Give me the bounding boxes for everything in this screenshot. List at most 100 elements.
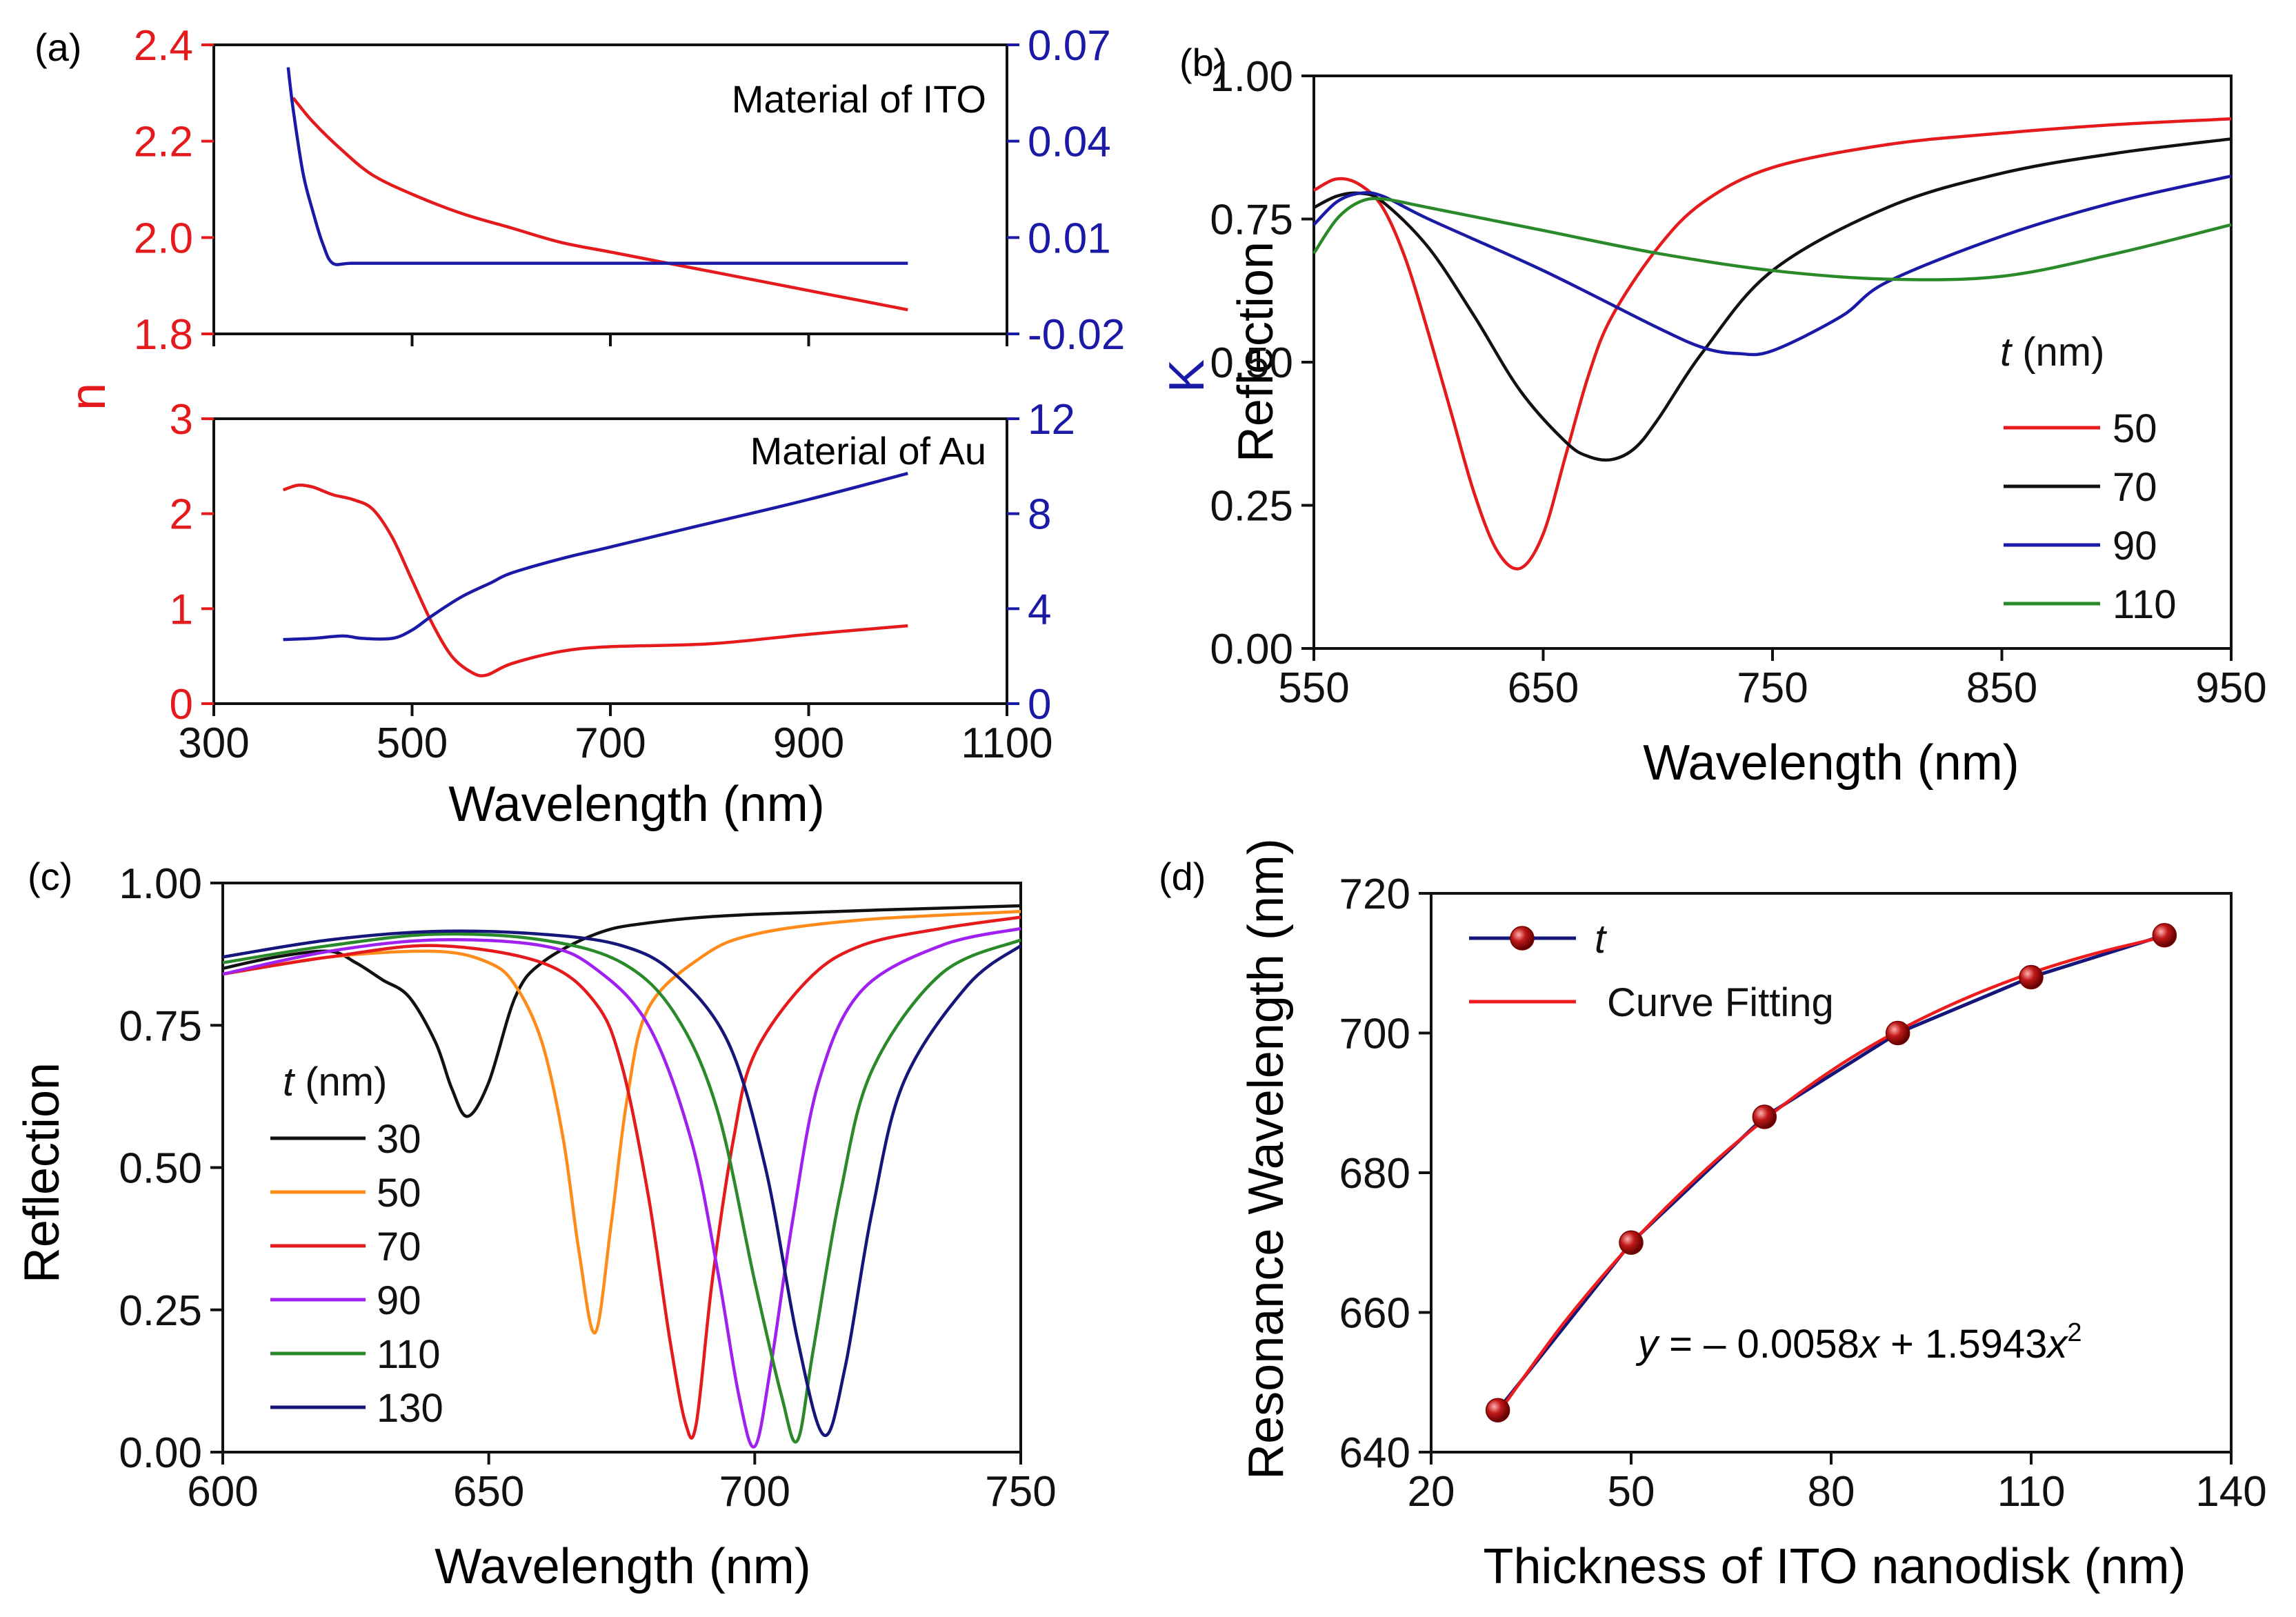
legend-label-110: 110 — [377, 1332, 440, 1377]
panel-c-y-tick-label: 1.00 — [119, 860, 202, 908]
panel-a-bottom-x-tick-label: 700 — [575, 720, 646, 767]
panel-c-ylabel: Reflection — [14, 1062, 70, 1283]
legend-label-90: 90 — [377, 1278, 421, 1323]
panel-c-legend-title: t (nm) — [283, 1060, 387, 1104]
legend-label-curve-fitting: Curve Fitting — [1607, 980, 1834, 1025]
panel-a-top-y2-tick-label: 0.01 — [1028, 215, 1111, 262]
ito-n-line — [292, 97, 908, 312]
panel-d-y-tick-label: 700 — [1339, 1011, 1410, 1058]
panel-b-y-tick-label: 0.75 — [1210, 197, 1293, 244]
series-line-70 — [1312, 137, 2232, 462]
panel-c-x-tick-label: 750 — [985, 1468, 1056, 1516]
series-line-70 — [222, 915, 1021, 1440]
panel-d-y-tick-label: 720 — [1339, 871, 1410, 918]
panel-a-top-y2-tick-label: 0.07 — [1028, 22, 1111, 70]
panel-b-x-tick-label: 550 — [1278, 664, 1349, 712]
panel-a-bottom-x-tick-label: 500 — [377, 720, 448, 767]
legend-title-unit: (nm) — [2011, 330, 2104, 375]
panel-a-bottom-y-tick-label: 2 — [170, 491, 193, 539]
series-line-90 — [1312, 175, 2232, 357]
au-k-line — [283, 472, 908, 642]
panel-d-x-tick-label: 110 — [1997, 1468, 2066, 1516]
panel-c-x-tick-label: 700 — [719, 1468, 790, 1516]
panel-a-top-y2-tick-label: -0.02 — [1028, 311, 1125, 359]
panel-c-y-tick-label: 0.75 — [119, 1002, 202, 1050]
panel-d-label: (d) — [1159, 855, 1206, 898]
panel-d-x-tick-label: 50 — [1608, 1468, 1655, 1516]
panel-c-y-tick-label: 0.50 — [119, 1145, 202, 1193]
data-point-t-110 — [2019, 964, 2044, 990]
panel-a-top-annotation: Material of ITO — [732, 77, 986, 121]
series-line-30 — [222, 904, 1021, 1118]
legend-label-50: 50 — [2113, 406, 2157, 451]
panel-a-bottom-y2-tick-label: 8 — [1028, 491, 1051, 539]
panel-a-bottom-y2-tick-label: 4 — [1028, 586, 1051, 633]
panel-a-ylabel-n: n — [61, 383, 116, 410]
panel-c-y-tick-label: 0.25 — [119, 1287, 202, 1335]
panel-c-label: (c) — [28, 855, 72, 898]
panel-d-x-tick-label: 20 — [1408, 1468, 1455, 1516]
panel-a-bottom-y-tick-label: 0 — [170, 681, 193, 728]
panel-d: (d) Thickness of ITO nanodisk (nm) Reson… — [1159, 838, 2267, 1594]
data-point-t-50 — [1619, 1230, 1644, 1255]
ito-k-line — [286, 67, 908, 266]
au-n-line — [282, 483, 908, 677]
panel-c-plot: 600 650 700 750 0.00 0.25 0.50 0.75 1.00 t (nm) 30… — [119, 860, 1056, 1516]
panel-a-label: (a) — [34, 26, 81, 69]
panel-b-y-tick-label: 1.00 — [1210, 53, 1293, 101]
legend-label-50: 50 — [377, 1171, 421, 1216]
panel-a-top-y2-tick-label: 0.04 — [1028, 119, 1111, 166]
panel-d-plot: 20 50 80 110 140 640 660 680 700 720 t Curve Fittin… — [1339, 871, 2267, 1516]
legend-title-unit: (nm) — [294, 1060, 387, 1104]
panel-d-equation: y = – 0.0058x + 1.5943x2 — [1635, 1318, 2082, 1367]
panel-d-y-tick-label: 660 — [1339, 1290, 1410, 1338]
series-line-130 — [222, 929, 1022, 1438]
legend-label-t: t — [1595, 917, 1608, 962]
panel-a-top-y-tick-label: 2.2 — [134, 119, 193, 166]
panel-a-top-y-tick-label: 1.8 — [134, 311, 193, 359]
panel-d-frame — [1430, 892, 2233, 1454]
legend-title-t: t — [2000, 330, 2013, 375]
panel-b-y-tick-label: 0.25 — [1210, 483, 1293, 530]
series-line-110 — [222, 932, 1021, 1444]
panel-b-x-tick-label: 950 — [2195, 664, 2266, 712]
legend-title-t: t — [283, 1060, 296, 1104]
data-point-t-70 — [1752, 1104, 1777, 1129]
panel-b: (b) Wavelength (nm) Reflection 550 650 750… — [1179, 41, 2267, 791]
data-point-t-30 — [1485, 1398, 1510, 1422]
data-point-t-90 — [1885, 1020, 1910, 1046]
legend-label-30: 30 — [377, 1117, 421, 1162]
panel-a-xlabel: Wavelength (nm) — [448, 777, 825, 832]
panel-b-ylabel: Reflection — [1228, 241, 1284, 462]
legend-label-70: 70 — [377, 1224, 421, 1269]
series-line-50 — [222, 910, 1021, 1335]
panel-a: (a) Material of ITO Material of Au Wavel… — [34, 22, 1215, 832]
panel-b-y-tick-label: 0.00 — [1210, 626, 1293, 673]
panel-a-bottom-x-tick-label: 900 — [773, 720, 844, 767]
panel-a-bottom-y-tick-label: 1 — [170, 586, 193, 633]
panel-d-x-tick-label: 80 — [1808, 1468, 1855, 1516]
panel-c-xlabel: Wavelength (nm) — [435, 1539, 811, 1594]
legend-label-130: 130 — [377, 1386, 443, 1431]
panel-b-x-tick-label: 650 — [1508, 664, 1579, 712]
panel-a-bottom-y-tick-label: 3 — [170, 396, 193, 444]
panel-c-x-tick-label: 650 — [453, 1468, 524, 1516]
panel-b-label: (b) — [1179, 41, 1226, 84]
panel-a-top-plot: 1.8 2.0 2.2 2.4 -0.02 0.01 0.04 0.07 — [134, 22, 1126, 359]
panel-d-x-tick-label: 140 — [2195, 1468, 2266, 1516]
panel-d-ylabel: Resonance Wavelength (nm) — [1239, 838, 1294, 1480]
data-point-t-130 — [2152, 923, 2177, 948]
legend-marker-t — [1510, 926, 1535, 951]
panel-c-y-tick-label: 0.00 — [119, 1429, 202, 1477]
panel-a-top-y-tick-label: 2.4 — [134, 22, 193, 70]
panel-b-x-tick-label: 750 — [1737, 664, 1808, 712]
panel-d-y-tick-label: 640 — [1339, 1429, 1410, 1477]
legend-label-90: 90 — [2113, 524, 2157, 568]
panel-c-x-tick-label: 600 — [187, 1468, 258, 1516]
panel-b-xlabel: Wavelength (nm) — [1643, 735, 2019, 791]
panel-a-bottom-x-tick-label: 300 — [178, 720, 249, 767]
panel-b-legend-title: t (nm) — [2000, 330, 2104, 375]
series-line-50 — [1312, 117, 2232, 571]
